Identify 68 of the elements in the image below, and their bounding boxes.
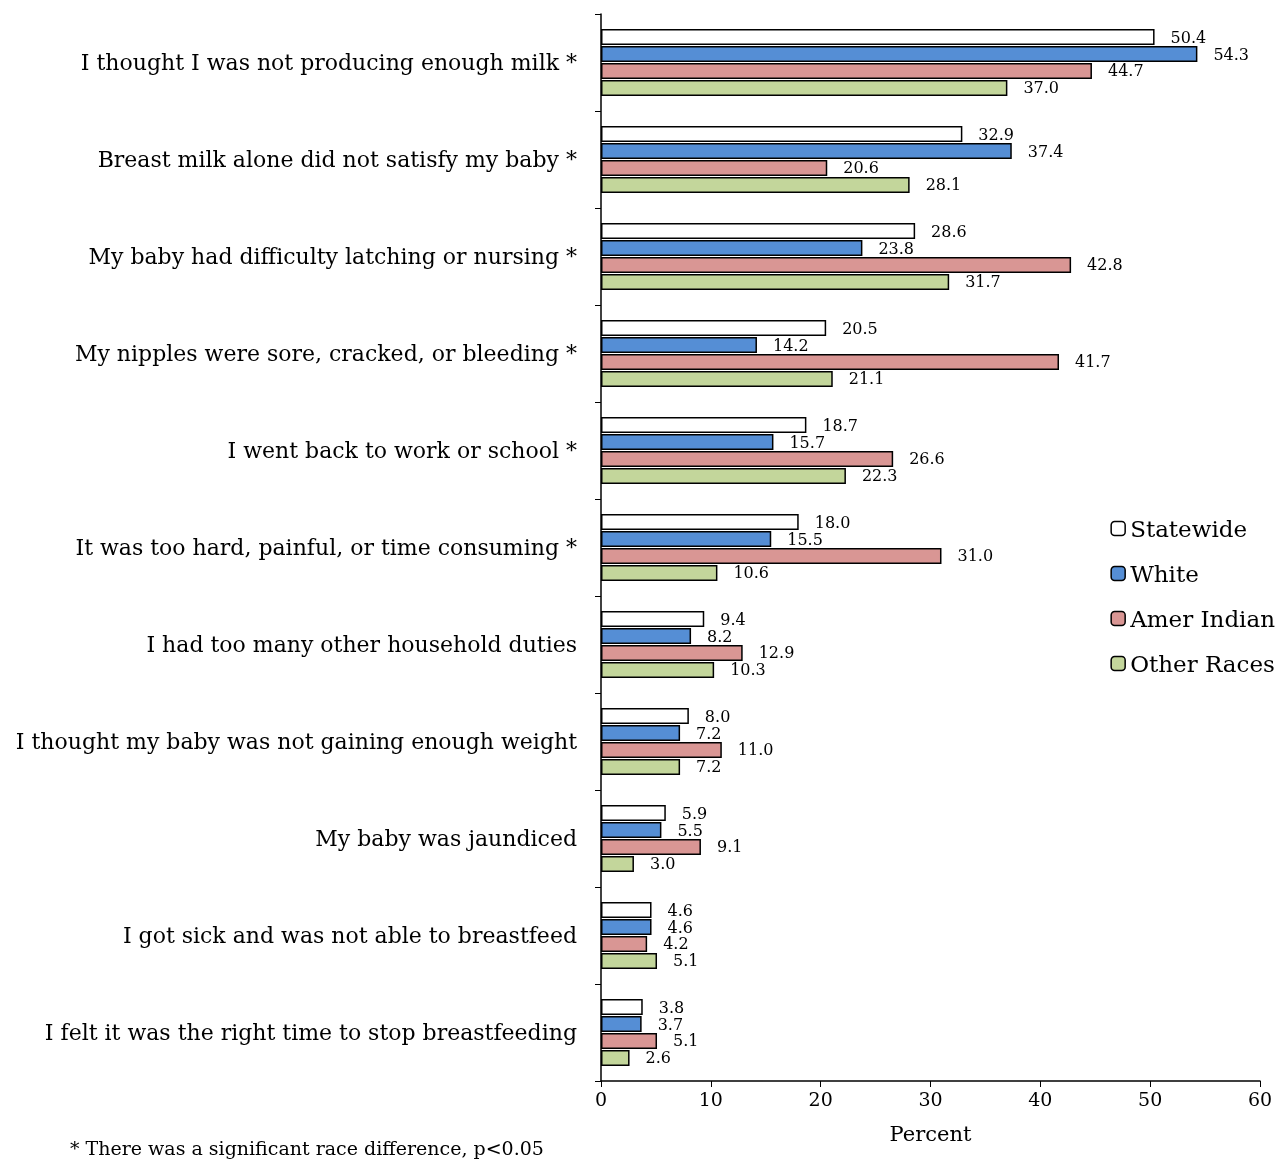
y-tick-label: My baby had difficulty latching or nursing * (88, 244, 577, 269)
data-label: 20.6 (843, 158, 879, 178)
y-tick-label: I had too many other household duties (146, 632, 577, 657)
data-label: 2.6 (645, 1048, 672, 1068)
legend-label: Amer Indian (1129, 605, 1276, 632)
data-label: 10.6 (733, 563, 770, 583)
data-label: 7.2 (696, 757, 722, 777)
data-label: 3.7 (657, 1014, 684, 1034)
y-tick-label: I thought I was not producing enough milk * (80, 50, 577, 75)
data-label: 3.8 (658, 997, 685, 1017)
data-label: 44.7 (1107, 61, 1144, 81)
data-label: 14.2 (772, 335, 809, 355)
legend-label: Statewide (1130, 515, 1248, 542)
data-label: 22.3 (861, 466, 898, 486)
y-tick-label: My nipples were sore, cracked, or bleeding * (74, 341, 577, 366)
legend-label: White (1130, 560, 1199, 587)
y-tick-label: I got sick and was not able to breastfeed (122, 923, 577, 948)
y-tick-label: I thought my baby was not gaining enough weight (15, 729, 578, 754)
data-label: 5.5 (677, 820, 703, 840)
data-label: 8.0 (704, 706, 731, 726)
data-label: 9.1 (716, 837, 743, 857)
y-tick-label: My baby was jaundiced (315, 826, 577, 851)
data-label: 4.2 (663, 934, 689, 954)
x-tick-label: 50 (1138, 1087, 1163, 1110)
data-label: 11.0 (737, 740, 774, 760)
data-label: 5.9 (681, 803, 708, 823)
x-tick-label: 0 (594, 1087, 608, 1110)
y-tick-label: It was too hard, painful, or time consuming * (75, 535, 577, 560)
data-label: 32.9 (978, 124, 1014, 144)
y-tick-label: I went back to work or school * (227, 438, 577, 463)
data-label: 26.6 (909, 449, 945, 469)
data-label: 54.3 (1213, 44, 1250, 64)
x-tick-label: 10 (698, 1087, 723, 1110)
data-label: 15.7 (789, 432, 826, 452)
data-label: 7.2 (696, 723, 722, 743)
legend-label: Other Races (1130, 650, 1275, 677)
data-label: 50.4 (1170, 27, 1207, 47)
data-label: 37.0 (1023, 78, 1060, 98)
y-tick-label: Breast milk alone did not satisfy my baby * (97, 147, 577, 172)
data-label: 3.0 (649, 854, 676, 874)
data-label: 20.5 (842, 318, 878, 338)
data-label: 5.1 (673, 951, 699, 971)
data-label: 23.8 (878, 238, 915, 258)
data-label: 28.1 (925, 175, 962, 195)
data-label: 42.8 (1087, 255, 1123, 275)
data-label: 18.0 (814, 512, 851, 532)
data-label: 5.1 (673, 1031, 699, 1051)
x-tick-label: 20 (808, 1087, 833, 1110)
data-label: 28.6 (931, 221, 967, 241)
data-label: 18.7 (822, 415, 859, 435)
data-label: 31.7 (965, 272, 1001, 292)
data-label: 4.6 (667, 900, 693, 920)
data-label: 4.6 (667, 917, 693, 937)
x-tick-label: 40 (1028, 1087, 1053, 1110)
data-label: 41.7 (1075, 352, 1111, 372)
y-tick-label: I felt it was the right time to stop breastfeeding (44, 1020, 577, 1045)
data-label: 10.3 (730, 660, 766, 680)
text: * There was a significant race difference, p<0.05 (70, 1136, 544, 1159)
data-label: 12.9 (758, 643, 795, 663)
data-label: 31.0 (957, 546, 994, 566)
data-label: 15.5 (787, 529, 823, 549)
data-label: 8.2 (707, 626, 733, 646)
x-axis-title: Percent (889, 1121, 972, 1146)
data-label: 37.4 (1027, 141, 1064, 161)
data-label: 9.4 (720, 609, 746, 629)
data-label: 21.1 (848, 369, 885, 389)
x-tick-label: 60 (1247, 1087, 1273, 1110)
x-tick-label: 30 (918, 1087, 943, 1110)
